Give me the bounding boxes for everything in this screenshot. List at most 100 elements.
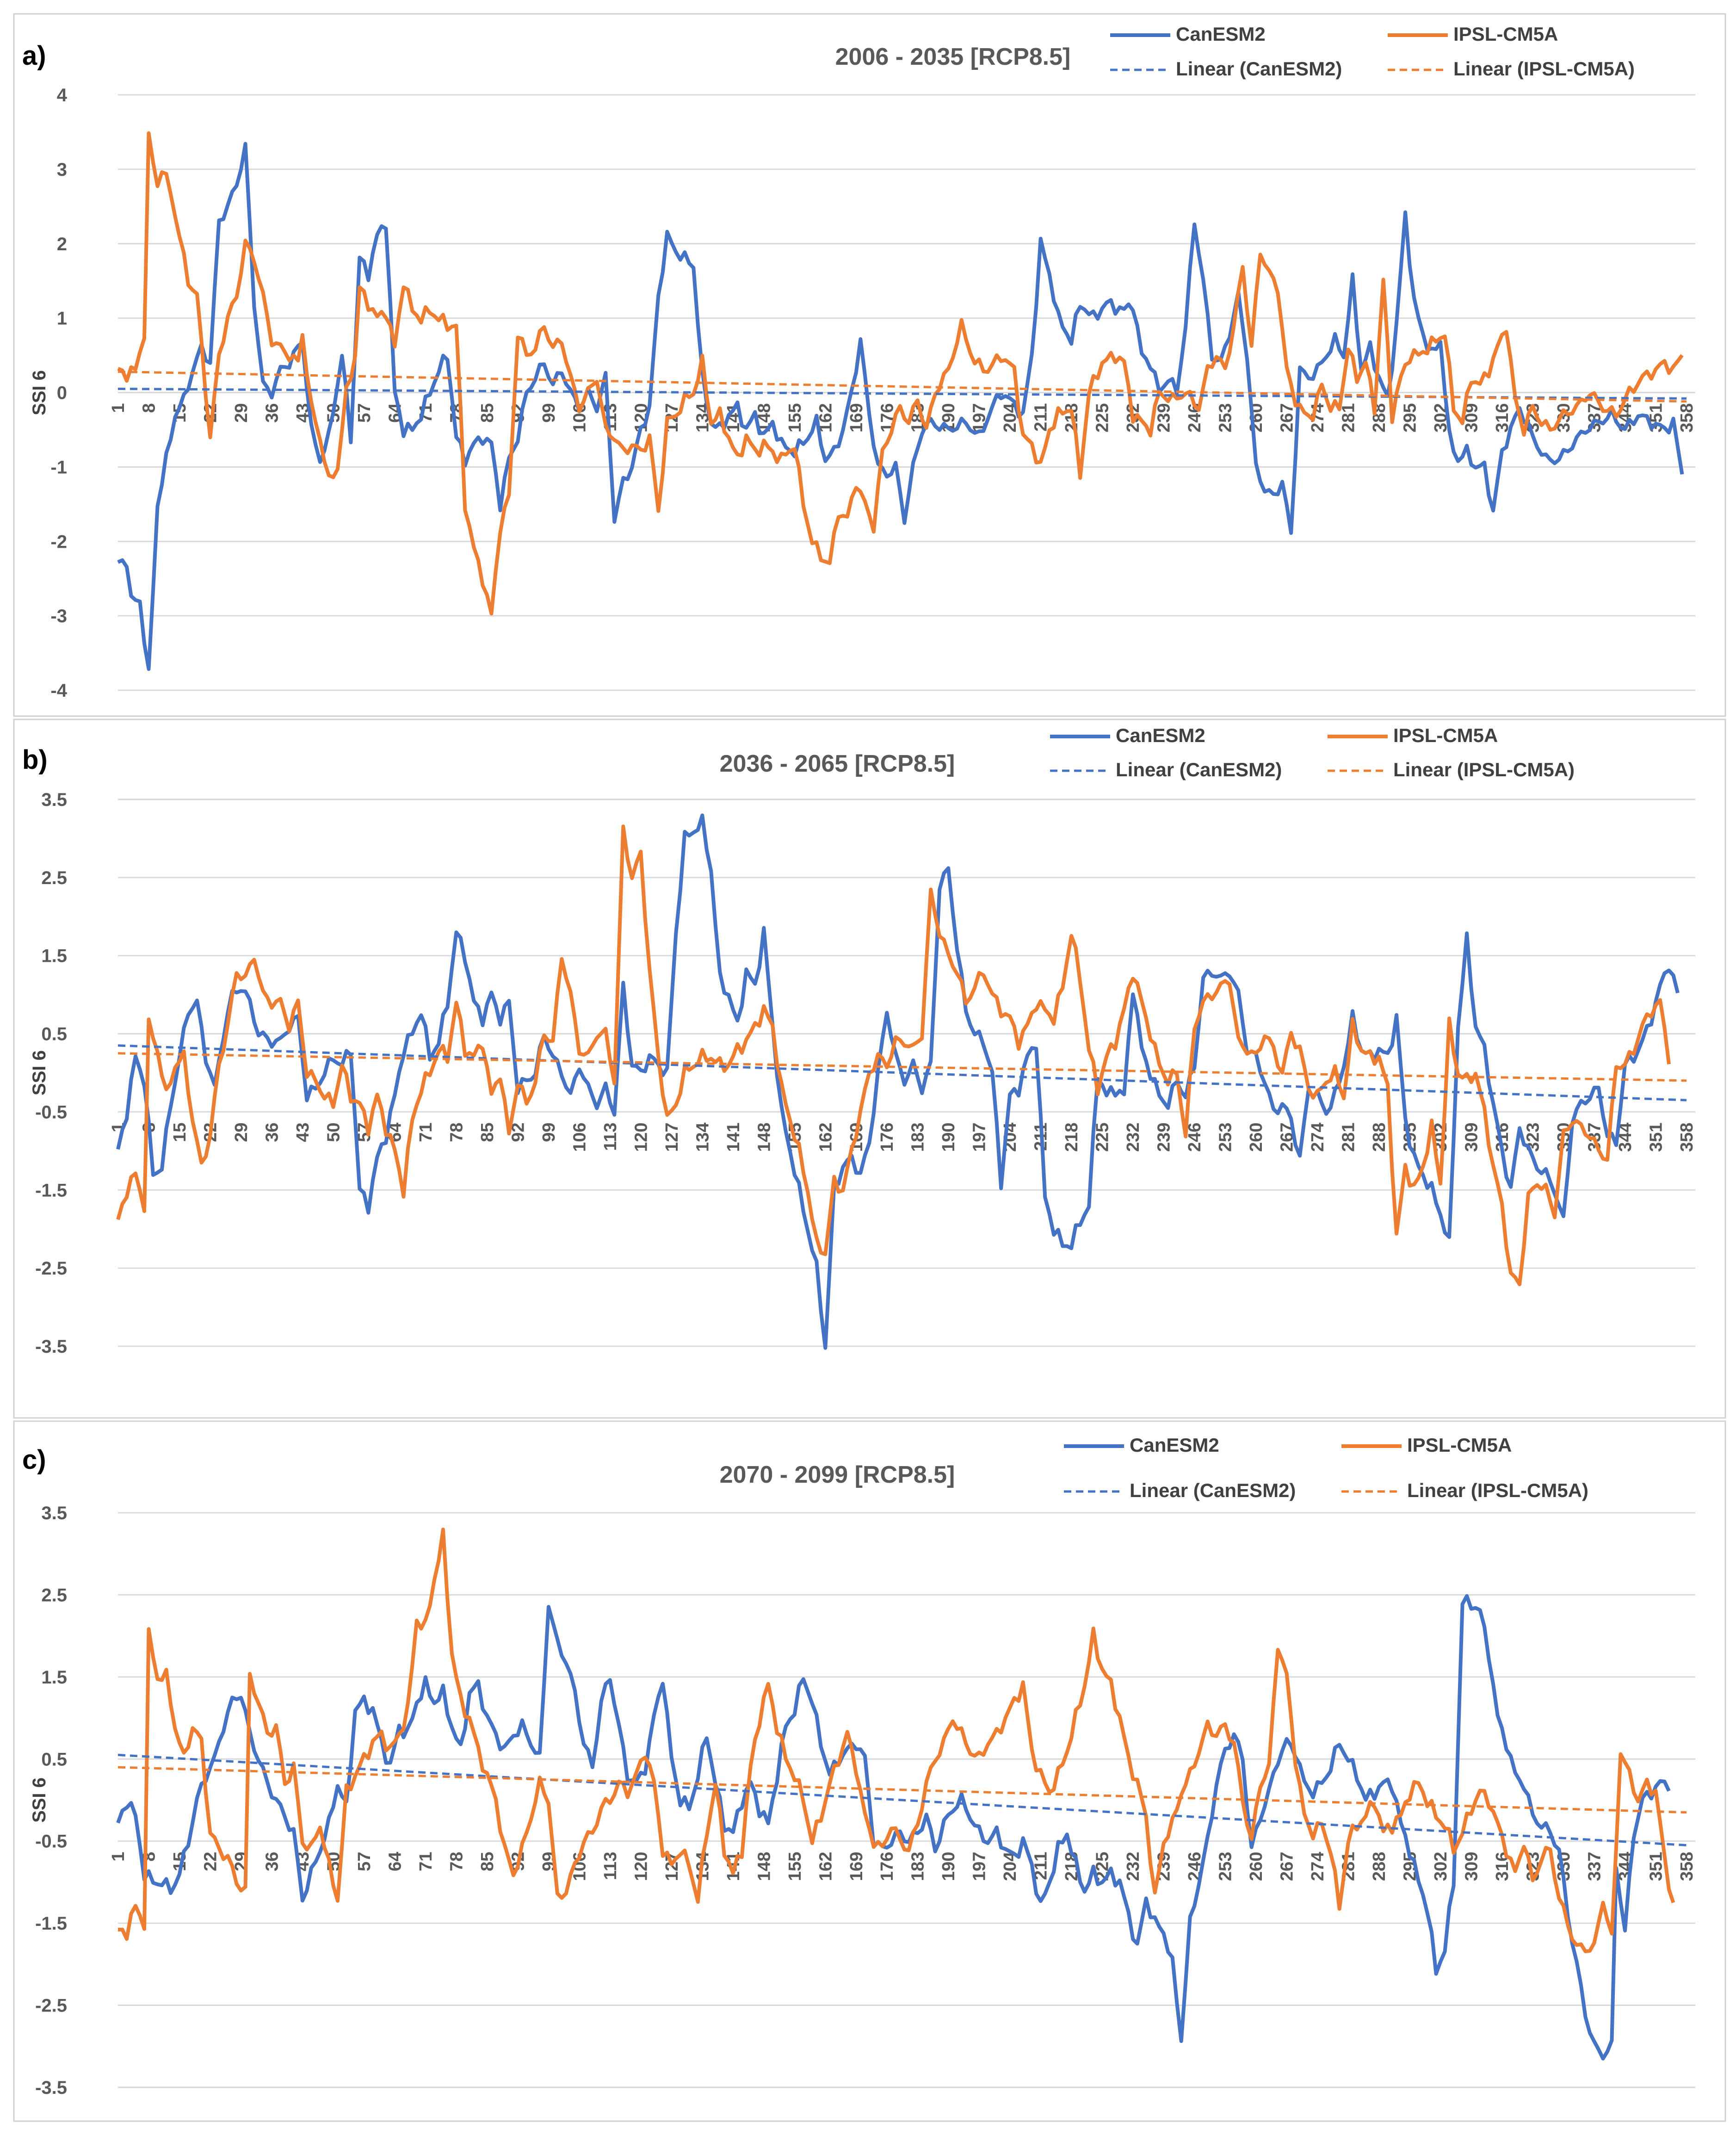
y-tick-label: 1: [57, 309, 67, 329]
x-tick-label: 162: [816, 1852, 835, 1881]
legend: CanESM2 IPSL-CM5A Linear (CanESM2) Linear (…: [1050, 724, 1575, 780]
x-tick-label: 190: [939, 1852, 958, 1881]
x-tick-label: 239: [1155, 403, 1174, 433]
x-tick-label: 15: [170, 1122, 190, 1142]
y-tick-label: -2.5: [35, 1258, 67, 1279]
legend-entry: Linear (CanESM2): [1116, 759, 1282, 780]
series-linear-ipsl-cm5a: [117, 1766, 1687, 1814]
x-tick-label: 358: [1677, 1122, 1697, 1151]
x-tick-label: 176: [877, 1122, 897, 1151]
legend-entry: Linear (IPSL-CM5A): [1393, 759, 1575, 780]
panel-label: b): [22, 745, 48, 775]
y-tick-label: -0.5: [35, 1832, 67, 1852]
x-tick-label: 239: [1155, 1122, 1174, 1151]
y-tick-label: -3.5: [35, 2078, 67, 2098]
x-tick-label: 197: [970, 1852, 989, 1881]
y-tick-label: -1.5: [35, 1913, 67, 1934]
x-tick-label: 36: [262, 403, 282, 423]
y-tick-label: 1.5: [41, 946, 67, 966]
x-tick-label: 120: [631, 1122, 651, 1151]
x-tick-label: 29: [232, 403, 251, 423]
x-tick-label: 218: [1062, 1122, 1081, 1151]
x-tick-label: 29: [232, 1852, 251, 1871]
series-linear-canesm2: [117, 1044, 1687, 1102]
series-linear-ipsl-cm5a: [117, 371, 1687, 403]
y-tick-label: -1.5: [35, 1180, 67, 1201]
panel-frame: [13, 13, 1726, 717]
legend-entry: CanESM2: [1116, 724, 1205, 746]
y-axis-label: SSI 6: [29, 1050, 49, 1095]
legend: CanESM2 IPSL-CM5A Linear (CanESM2) Linear (…: [1110, 23, 1635, 80]
x-tick-label: 190: [939, 1122, 958, 1151]
x-tick-label: 85: [478, 1122, 497, 1142]
legend-entry: Linear (IPSL-CM5A): [1453, 58, 1635, 80]
x-tick-label: 197: [970, 1122, 989, 1151]
x-tick-label: 78: [447, 1852, 466, 1871]
x-tick-label: 302: [1431, 1852, 1451, 1881]
x-tick-label: 36: [262, 1122, 282, 1142]
x-tick-label: 211: [1032, 403, 1051, 432]
y-tick-label: 0.5: [41, 1749, 67, 1770]
x-tick-label: 281: [1339, 403, 1359, 433]
x-tick-label: 29: [232, 1122, 251, 1142]
series-ipsl-cm5a: [117, 1528, 1675, 1953]
x-tick-label: 64: [385, 1852, 405, 1871]
x-tick-label: 50: [324, 1122, 343, 1142]
x-tick-label: 309: [1462, 1852, 1482, 1881]
y-tick-label: -3: [50, 606, 67, 626]
x-tick-label: 183: [908, 1852, 928, 1881]
x-tick-label: 85: [478, 1852, 497, 1871]
x-tick-label: 134: [693, 1122, 712, 1151]
x-tick-label: 330: [1554, 403, 1574, 433]
x-tick-label: 288: [1370, 1852, 1389, 1881]
x-tick-label: 57: [355, 403, 374, 423]
y-tick-label: 1.5: [41, 1667, 67, 1688]
x-tick-label: 1: [109, 403, 128, 413]
series-linear-canesm2: [117, 388, 1687, 400]
x-tick-label: 274: [1308, 1122, 1328, 1151]
y-tick-label: 0.5: [41, 1024, 67, 1045]
x-tick-label: 183: [908, 1122, 928, 1151]
x-tick-label: 281: [1339, 1852, 1359, 1881]
y-tick-label: 2.5: [41, 1585, 67, 1605]
x-tick-label: 246: [1185, 1122, 1205, 1151]
x-tick-label: 169: [847, 1852, 866, 1881]
series-canesm2: [117, 142, 1684, 671]
y-tick-label: 2: [57, 234, 67, 254]
x-tick-label: 274: [1308, 1852, 1328, 1881]
legend-entry: CanESM2: [1130, 1434, 1219, 1456]
y-tick-label: 3.5: [41, 790, 67, 810]
panel-frame: [13, 718, 1726, 1419]
x-tick-label: 225: [1093, 1122, 1112, 1151]
x-tick-label: 120: [631, 1852, 651, 1881]
legend-entry: IPSL-CM5A: [1407, 1434, 1512, 1456]
y-tick-label: -2.5: [35, 1996, 67, 2016]
y-tick-label: -4: [50, 681, 67, 701]
y-axis-label: SSI 6: [29, 1777, 49, 1823]
y-tick-label: 0: [57, 383, 67, 403]
x-tick-label: 36: [262, 1852, 282, 1871]
y-tick-label: -1: [50, 457, 67, 477]
chart-title: 2006 - 2035 [RCP8.5]: [835, 43, 1071, 70]
x-tick-label: 78: [447, 1122, 466, 1142]
x-tick-label: 267: [1278, 403, 1297, 433]
chart-title: 2070 - 2099 [RCP8.5]: [720, 1461, 955, 1488]
series-ipsl-cm5a: [116, 824, 1671, 1287]
series-linear-canesm2: [117, 1753, 1687, 1847]
x-tick-label: 260: [1247, 1852, 1266, 1881]
x-tick-label: 155: [785, 1852, 805, 1881]
x-tick-label: 295: [1401, 403, 1420, 433]
x-tick-label: 253: [1216, 403, 1236, 433]
x-tick-label: 1: [109, 1852, 128, 1862]
x-tick-label: 351: [1647, 1852, 1666, 1881]
x-tick-label: 281: [1339, 1122, 1359, 1151]
panel-2: -3.5-2.5-1.5-0.50.51.52.53.51 8 15 22 29 36 43…: [13, 718, 1726, 1419]
x-tick-label: 106: [570, 1122, 589, 1151]
x-tick-label: 358: [1677, 403, 1697, 433]
y-tick-label: 3.5: [41, 1503, 67, 1523]
x-tick-label: 85: [478, 403, 497, 423]
x-tick-label: 155: [785, 403, 805, 433]
x-tick-label: 57: [355, 1852, 374, 1871]
series-canesm2: [116, 813, 1680, 1350]
legend: CanESM2 IPSL-CM5A Linear (CanESM2) Linear (…: [1064, 1434, 1588, 1501]
